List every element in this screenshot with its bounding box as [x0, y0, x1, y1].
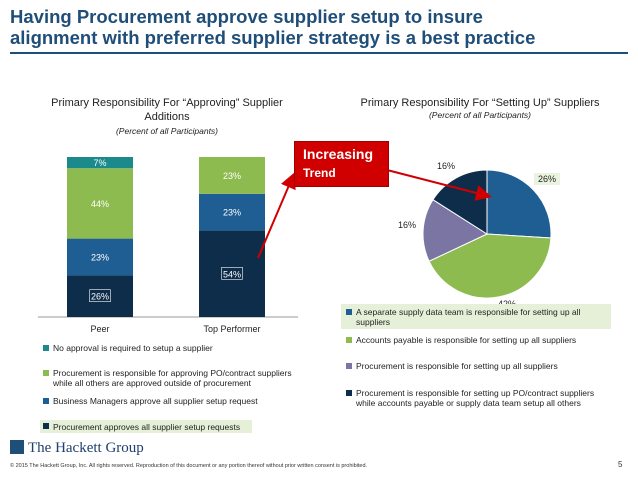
pie-chart: 26%42%16%16%	[398, 161, 560, 309]
bar-segment	[67, 168, 133, 239]
bar-data-label: 7%	[93, 158, 106, 168]
bar-data-label: 54%	[223, 269, 241, 279]
legend-label: Procurement is responsible for setting u…	[356, 388, 595, 408]
bar-segment	[67, 157, 133, 169]
slide-title-line-2: alignment with preferred supplier strate…	[10, 27, 536, 48]
bar-segment	[67, 275, 133, 317]
increasing-trend-callout: Increasing Trend	[294, 141, 389, 187]
bar-chart-title-line-2: Additions	[144, 111, 190, 123]
legend-label: Procurement approves all supplier setup …	[53, 422, 241, 432]
bar-category-label: Top Performer	[203, 324, 260, 334]
pie-data-label: 16%	[398, 220, 416, 230]
bar-category-label: Peer	[90, 324, 109, 334]
legend-label: Business Managers approve all supplier s…	[53, 396, 258, 406]
pie-data-label: 16%	[437, 161, 455, 171]
bar-data-label: 23%	[91, 253, 109, 263]
hackett-group-logo: The Hackett Group	[10, 440, 144, 457]
legend-swatch	[346, 363, 352, 369]
bar-chart-subtitle: (Percent of all Participants)	[115, 126, 219, 136]
bar-chart: 26% 23% 44% 7% Peer 54% 23% 23% Top Performer	[38, 157, 298, 334]
bar-chart-title-line-1: Primary Responsibility For “Approving” S…	[51, 97, 283, 109]
pie-label-bg	[534, 173, 560, 185]
pie-chart-title: Primary Responsibility For “Setting Up” …	[360, 97, 600, 109]
bar-data-label: 26%	[91, 292, 109, 302]
bar-label-frame	[221, 266, 243, 280]
legend-label: No approval is required to setup a suppl…	[53, 343, 213, 353]
bar-data-label: 44%	[91, 199, 109, 209]
bar-legend-item: Business Managers approve all supplier s…	[43, 396, 293, 406]
bar-segment	[199, 230, 265, 317]
legend-swatch	[43, 345, 49, 351]
legend-swatch	[43, 398, 49, 404]
pie-data-label: 26%	[538, 174, 556, 184]
callout-line-2: Trend	[303, 166, 336, 180]
bar-data-label: 23%	[223, 171, 241, 181]
bar-segment	[199, 193, 265, 231]
slide-title-line-1: Having Procurement approve supplier setu…	[10, 6, 483, 27]
pie-chart-subtitle: (Percent of all Participants)	[428, 110, 532, 120]
pie-slice	[428, 233, 552, 299]
bar-chart-title: Primary Responsibility For “Approving” S…	[22, 96, 312, 124]
page-number: 5	[618, 460, 623, 469]
bar-label-frame	[89, 289, 111, 303]
legend-swatch	[43, 370, 49, 376]
legend-swatch	[346, 390, 352, 396]
legend-label: Accounts payable is responsible for sett…	[356, 335, 577, 345]
bar-legend-item-highlighted: Procurement approves all supplier setup …	[40, 420, 252, 433]
callout-line-1: Increasing	[303, 146, 374, 162]
pie-slice	[486, 169, 552, 239]
legend-swatch	[43, 423, 49, 429]
trend-arrow-left	[257, 172, 296, 259]
trend-arrow-right	[386, 169, 492, 201]
title-divider	[10, 52, 628, 54]
legend-label: Procurement is responsible for approving…	[53, 368, 292, 388]
bar-segment	[67, 238, 133, 276]
legend-swatch	[346, 337, 352, 343]
legend-label: A separate supply data team is responsib…	[356, 307, 581, 327]
bar-segment	[199, 157, 265, 194]
pie-legend-item: Procurement is responsible for setting u…	[346, 361, 616, 371]
bar-data-label: 23%	[223, 208, 241, 218]
legend-label: Procurement is responsible for setting u…	[356, 361, 558, 371]
pie-legend-item: Accounts payable is responsible for sett…	[346, 335, 616, 345]
legend-swatch	[346, 309, 352, 315]
pie-legend-item: Procurement is responsible for setting u…	[346, 388, 626, 410]
bar-legend-item: Procurement is responsible for approving…	[43, 368, 293, 390]
slide-title: Having Procurement approve supplier setu…	[10, 6, 630, 48]
pie-slice	[422, 199, 489, 262]
pie-legend-item-highlighted: A separate supply data team is responsib…	[341, 304, 611, 329]
copyright-footer: © 2015 The Hackett Group, Inc. All right…	[10, 463, 368, 469]
bar-legend-item: No approval is required to setup a suppl…	[43, 343, 293, 353]
logo-mark-icon	[10, 440, 24, 454]
